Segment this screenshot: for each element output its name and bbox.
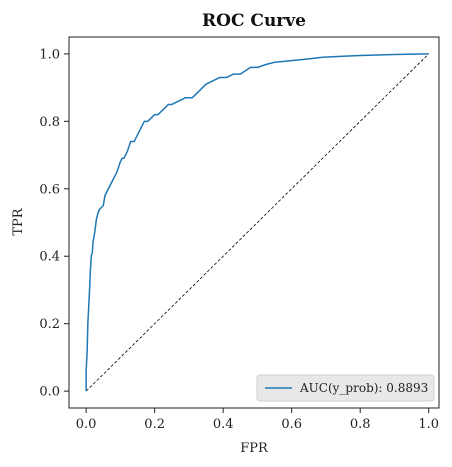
y-tick-label: 0.0 xyxy=(39,385,60,400)
roc-curve-line xyxy=(85,53,429,392)
diagonal-reference-line xyxy=(85,53,430,392)
y-tick-label: 1.0 xyxy=(39,47,60,62)
plot-frame xyxy=(68,36,440,409)
x-tick-label: 0.8 xyxy=(350,417,371,432)
x-axis-label: FPR xyxy=(240,441,269,456)
legend: AUC(y_prob): 0.8893 xyxy=(256,374,435,402)
x-tick-label: 0.0 xyxy=(76,417,97,432)
x-tick-label: 0.6 xyxy=(281,417,302,432)
x-tick-label: 0.2 xyxy=(144,417,165,432)
x-tick-label: 1.0 xyxy=(418,417,439,432)
plot-area xyxy=(85,53,430,392)
y-axis-label: TPR xyxy=(11,207,26,235)
chart-title: ROC Curve xyxy=(202,11,306,31)
y-tick-label: 0.6 xyxy=(39,182,60,197)
legend-label: AUC(y_prob): 0.8893 xyxy=(299,381,428,395)
x-tick-label: 0.4 xyxy=(213,417,234,432)
y-tick-label: 0.2 xyxy=(39,317,60,332)
y-tick-label: 0.8 xyxy=(39,115,60,130)
legend-box xyxy=(256,374,435,402)
axis-ticks: 0.0 0.2 0.4 0.6 0.8 1.0 0.0 0.2 0.4 0.6 0.8 1.0 xyxy=(39,47,439,432)
y-tick-label: 0.4 xyxy=(39,250,60,265)
